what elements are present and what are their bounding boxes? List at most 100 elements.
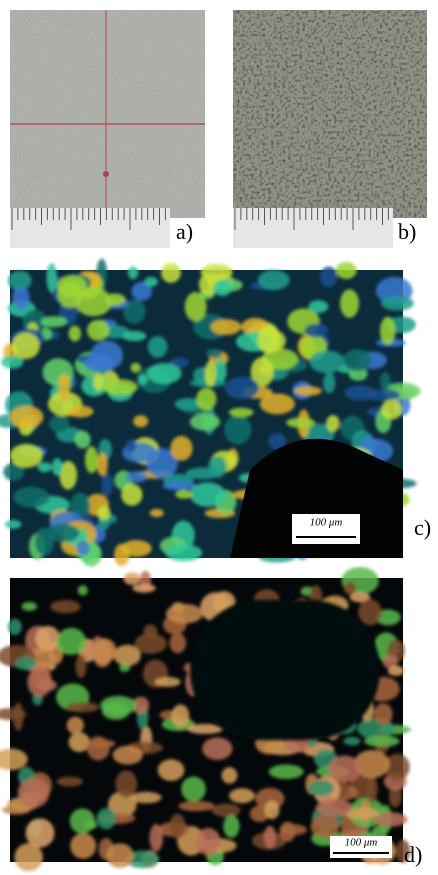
grain	[105, 293, 126, 305]
grain	[308, 780, 334, 796]
grain	[158, 759, 185, 781]
grain	[121, 540, 151, 557]
scale-bar-label: 100 μm	[345, 837, 378, 849]
grain	[196, 828, 221, 856]
grain	[25, 818, 54, 847]
grain	[225, 376, 259, 399]
grain	[93, 640, 112, 667]
grain	[97, 520, 109, 530]
grain	[205, 361, 217, 388]
grain	[229, 788, 255, 803]
grain	[131, 363, 141, 373]
panel-d: 100 μm d)	[0, 567, 422, 871]
grain	[258, 270, 290, 290]
grain	[181, 776, 206, 801]
grain	[344, 581, 356, 595]
grain	[67, 405, 94, 417]
grain	[38, 462, 52, 472]
grain	[279, 824, 306, 835]
grain	[150, 509, 164, 517]
grain	[123, 572, 140, 585]
grain	[308, 300, 328, 313]
figure: a) b) 100 μm c) 100 μm d)	[0, 0, 438, 875]
grain	[367, 775, 378, 803]
grain	[121, 484, 142, 506]
grain	[11, 332, 40, 359]
grain	[380, 372, 391, 390]
grain	[202, 737, 232, 760]
grain	[165, 544, 202, 561]
grain	[229, 408, 254, 417]
grain	[340, 289, 359, 318]
grain	[316, 799, 353, 817]
grain	[10, 444, 43, 468]
grain	[128, 266, 138, 279]
grain	[326, 415, 340, 432]
grain	[224, 415, 251, 444]
grain	[57, 777, 83, 787]
grain	[264, 801, 279, 820]
grain	[130, 792, 161, 803]
grain	[97, 453, 108, 476]
grain	[56, 628, 86, 655]
grain	[323, 372, 335, 393]
grain	[70, 833, 96, 859]
grain	[101, 473, 113, 496]
grain	[103, 379, 138, 395]
panel-label: b)	[398, 219, 416, 244]
grain	[119, 663, 130, 672]
grain	[264, 826, 276, 849]
grain	[222, 767, 238, 783]
grain	[45, 524, 79, 542]
grain	[269, 764, 304, 779]
grain	[170, 436, 192, 461]
grain	[87, 736, 110, 760]
grain	[161, 263, 181, 283]
grain	[154, 677, 180, 687]
grain	[49, 416, 70, 433]
grain	[47, 263, 58, 292]
grain	[163, 481, 197, 491]
grain	[132, 584, 155, 593]
grain	[13, 487, 49, 508]
grain	[76, 654, 87, 678]
grain	[135, 633, 167, 654]
grain	[122, 331, 146, 341]
grain	[147, 363, 182, 384]
grain	[2, 806, 30, 815]
grain	[343, 349, 372, 371]
grain	[211, 319, 242, 335]
grain	[358, 599, 381, 625]
grain	[67, 717, 84, 734]
grain	[126, 439, 136, 452]
grain	[169, 814, 185, 839]
grain	[15, 657, 36, 670]
grain	[365, 389, 400, 401]
grain	[75, 431, 91, 449]
panel-b: b)	[233, 10, 427, 248]
grain	[381, 296, 414, 311]
grain	[85, 446, 98, 473]
grain	[138, 374, 148, 385]
grain	[52, 458, 63, 475]
grain	[98, 506, 111, 521]
grain	[58, 373, 70, 402]
grain	[336, 262, 357, 279]
grain	[304, 324, 329, 338]
grain	[223, 815, 239, 838]
panel-c: 100 μm c)	[0, 259, 431, 567]
grain	[381, 399, 402, 419]
grain	[126, 471, 147, 482]
grain	[27, 667, 51, 697]
grain	[364, 735, 399, 747]
scale-bar-label: 100 μm	[310, 517, 343, 529]
grain	[10, 405, 43, 428]
grain	[258, 326, 280, 354]
grain	[186, 468, 220, 480]
grain	[66, 702, 99, 713]
grain	[185, 292, 207, 322]
grain	[309, 350, 345, 373]
grain	[171, 704, 189, 727]
grain	[328, 756, 361, 783]
grain	[196, 388, 216, 411]
